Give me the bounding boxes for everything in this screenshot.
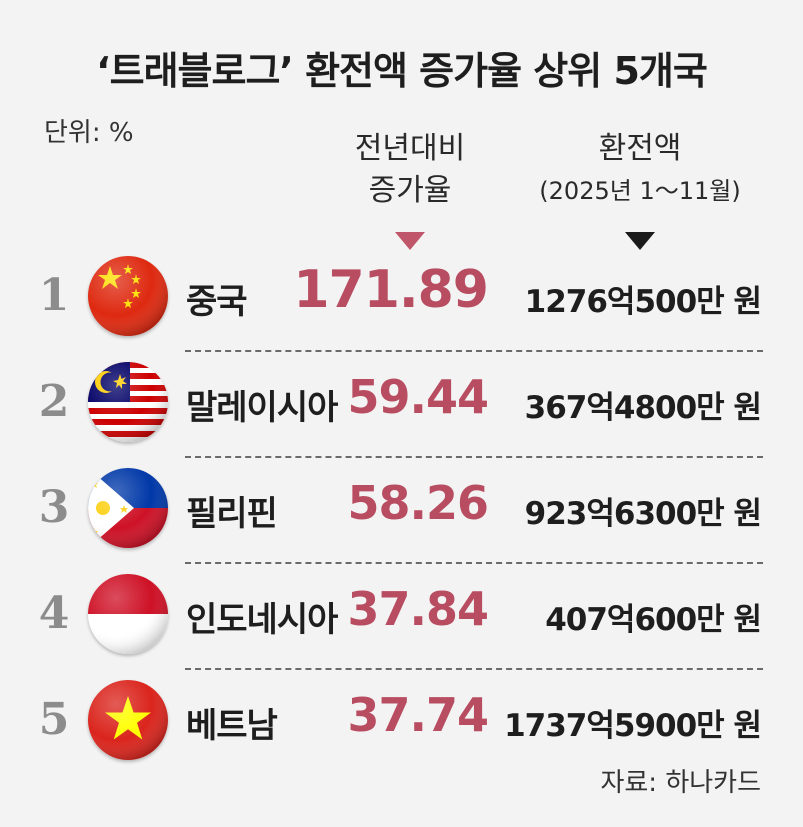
exchange-amount-value: 923억6300만 원 <box>524 496 762 532</box>
growth-rate-value: 59.44 <box>347 370 489 424</box>
source-note: 자료: 하나카드 <box>600 768 761 798</box>
philippines-flag-icon <box>88 468 168 548</box>
rank-number: 2 <box>38 376 70 427</box>
exchange-amount-value: 367억4800만 원 <box>524 390 762 426</box>
indonesia-flag-icon <box>88 574 168 654</box>
amount-column-header: 환전액 (2025년 1～11월) <box>500 128 780 212</box>
rank-number: 3 <box>38 482 70 533</box>
row-divider <box>185 350 763 352</box>
exchange-amount-value: 407억600만 원 <box>545 602 762 638</box>
exchange-amount-value: 1276억500만 원 <box>524 284 762 320</box>
vietnam-flag-icon <box>88 680 168 760</box>
row-divider <box>185 562 763 564</box>
malaysia-flag-icon <box>88 362 168 442</box>
country-name: 베트남 <box>186 706 278 746</box>
table-row: 3 필리핀 58.26 923억6300만 원 <box>0 458 803 564</box>
country-name: 필리핀 <box>186 494 278 534</box>
country-name: 말레이시아 <box>186 388 338 428</box>
chart-title: ‘트래블로그’ 환전액 증가율 상위 5개국 <box>96 49 708 93</box>
table-row: 4 인도네시아 37.84 407억600만 원 <box>0 564 803 670</box>
row-divider <box>185 456 763 458</box>
growth-rate-value: 37.84 <box>347 582 489 636</box>
growth-rate-value: 58.26 <box>347 476 489 530</box>
table-row: 1 중국 171.89 1276억500만 원 <box>0 246 803 352</box>
country-name: 인도네시아 <box>186 600 338 640</box>
rank-number: 4 <box>38 588 70 639</box>
exchange-amount-value: 1737억5900만 원 <box>504 708 762 744</box>
amount-header-line2: (2025년 1～11월) <box>539 177 741 205</box>
country-name: 중국 <box>186 282 248 322</box>
growth-rate-value: 37.74 <box>347 688 489 742</box>
rate-header-line1: 전년대비 <box>354 131 466 166</box>
amount-header-line1: 환전액 <box>598 131 682 166</box>
rate-header-line2: 증가율 <box>368 173 452 208</box>
unit-label: 단위: % <box>44 118 134 148</box>
table-row: 5 베트남 37.74 1737억5900만 원 <box>0 670 803 776</box>
row-divider <box>185 668 763 670</box>
rate-sort-arrow-icon <box>395 232 425 250</box>
amount-sort-arrow-icon <box>625 232 655 250</box>
rate-column-header: 전년대비 증가율 <box>320 128 500 212</box>
china-flag-icon <box>88 256 168 336</box>
growth-rate-value: 171.89 <box>293 260 489 320</box>
table-row: 2 말레이시아 59.44 367억4800 <box>0 352 803 458</box>
rank-number: 5 <box>38 694 70 745</box>
rank-number: 1 <box>38 270 70 321</box>
